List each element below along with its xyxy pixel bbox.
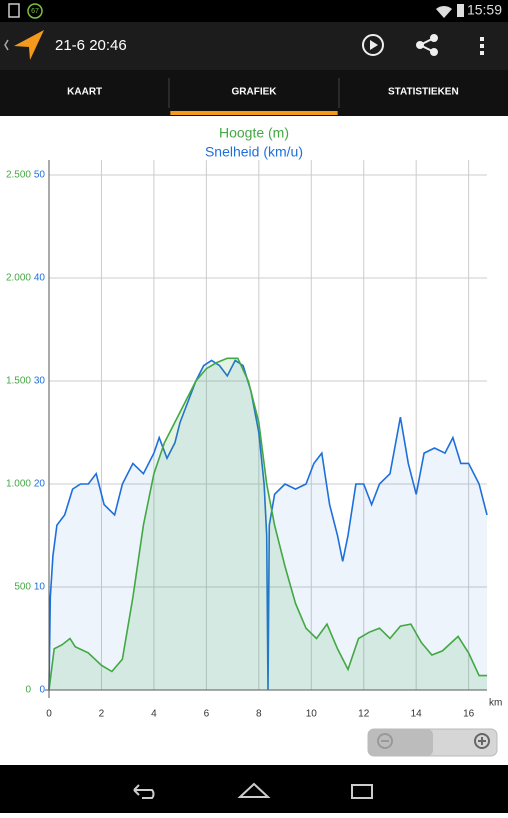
x-tick-label: 0	[46, 709, 52, 720]
tab-bar	[0, 70, 508, 116]
line	[48, 357, 487, 691]
y-tick-label: 10	[34, 582, 46, 593]
status-bar	[0, 0, 508, 22]
tab-label[interactable]: STATISTIEKEN	[388, 87, 459, 98]
x-tick-label: 8	[256, 709, 262, 720]
legend-entry: Snelheid (km/u)	[205, 144, 303, 160]
y-tick-label: 30	[34, 376, 46, 387]
y-tick-label: 1.000	[6, 479, 31, 490]
y-tick-label: 50	[34, 170, 46, 181]
up-caret[interactable]	[4, 39, 9, 51]
app-icon[interactable]	[14, 30, 44, 60]
tab-label[interactable]: KAART	[67, 87, 102, 98]
wifi-icon	[436, 5, 452, 18]
y-tick-label: 2.000	[6, 273, 31, 284]
back-button[interactable]	[133, 784, 155, 799]
x-axis-label: km	[489, 698, 502, 709]
badge-circle	[27, 3, 43, 19]
clock: 15:59	[467, 2, 502, 18]
action-title: 21-6 20:46	[55, 37, 127, 54]
x-tick-label: 12	[358, 709, 370, 720]
x-tick-label: 10	[306, 709, 318, 720]
area-fill	[49, 360, 487, 690]
badge: 67	[31, 8, 39, 15]
zoom-in-icon	[478, 737, 486, 745]
y-tick-label: 40	[34, 273, 46, 284]
zoom-in-icon[interactable]	[474, 733, 490, 749]
play-button[interactable]	[362, 34, 384, 56]
line	[48, 359, 488, 691]
recents-button[interactable]	[351, 784, 373, 799]
y-tick-label: 20	[34, 479, 46, 490]
tab-label[interactable]: GRAFIEK	[232, 87, 278, 98]
x-tick-label: 6	[204, 709, 210, 720]
x-tick-label: 2	[99, 709, 105, 720]
tab-indicator	[170, 111, 338, 115]
y-tick-label: 1.500	[6, 376, 31, 387]
y-tick-label: 0	[25, 685, 31, 696]
share-button[interactable]	[416, 34, 438, 56]
zoom-out[interactable]	[368, 729, 433, 756]
status-icon	[8, 3, 20, 18]
area-fill	[49, 358, 487, 690]
home-button[interactable]	[237, 782, 271, 798]
overflow-menu[interactable]	[480, 37, 484, 55]
legend-entry: Hoogte (m)	[219, 125, 289, 141]
x-tick-label: 4	[151, 709, 157, 720]
play-icon	[370, 40, 378, 50]
y-tick-label: 500	[14, 582, 31, 593]
x-tick-label: 14	[411, 709, 423, 720]
y-tick-label: 0	[39, 685, 45, 696]
x-tick-label: 16	[463, 709, 475, 720]
y-tick-label: 2.500	[6, 170, 31, 181]
battery-icon	[457, 4, 464, 17]
nav-bar	[0, 765, 508, 813]
zoom-out-icon	[377, 733, 393, 749]
